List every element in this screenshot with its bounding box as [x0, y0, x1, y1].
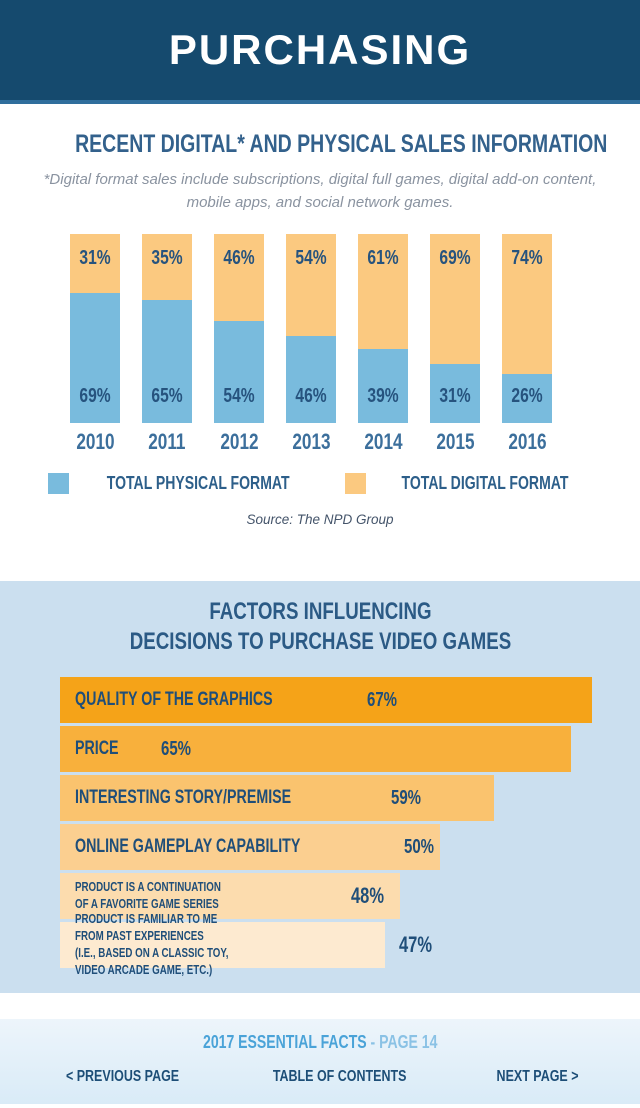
horizontal-bar-chart: QUALITY OF THE GRAPHICS 67% PRICE 65% IN… [60, 677, 592, 977]
physical-segment [142, 300, 192, 423]
physical-segment [286, 336, 336, 423]
factor-label: PRODUCT IS FAMILIAR TO ME FROM PAST EXPE… [75, 911, 229, 977]
footer-nav: < PREVIOUS PAGE TABLE OF CONTENTS NEXT P… [0, 1068, 640, 1086]
legend-label: TOTAL DIGITAL FORMAT [401, 473, 569, 493]
digital-segment [142, 234, 192, 301]
page-footer: 2017 ESSENTIAL FACTS - PAGE 14 < PREVIOU… [0, 1019, 640, 1104]
factor-bar-graphics: QUALITY OF THE GRAPHICS 67% [60, 677, 592, 723]
previous-page-link[interactable]: < PREVIOUS PAGE [65, 1068, 180, 1085]
year-label: 2015 [435, 429, 475, 454]
physical-swatch-icon [47, 473, 69, 494]
digital-segment [358, 234, 408, 350]
digital-value-label: 74% [511, 247, 543, 269]
physical-segment [70, 292, 120, 423]
physical-value-label: 46% [295, 385, 327, 407]
factor-bar-series-continuation: PRODUCT IS A CONTINUATION OF A FAVORITE G… [60, 873, 592, 919]
factor-label: QUALITY OF THE GRAPHICS [75, 689, 273, 710]
digital-segment [70, 234, 120, 293]
factor-value: 59% [391, 786, 422, 809]
sales-section: RECENT DIGITAL* AND PHYSICAL SALES INFOR… [0, 104, 640, 581]
digital-segment [430, 234, 480, 365]
sales-chart-subtitle: *Digital format sales include subscripti… [43, 171, 597, 211]
physical-value-label: 54% [223, 385, 255, 407]
legend-item-physical: TOTAL PHYSICAL FORMAT [47, 473, 315, 494]
digital-value-label: 35% [151, 247, 183, 269]
chart-source: Source: The NPD Group [246, 512, 394, 527]
physical-value-label: 31% [439, 385, 471, 407]
page-number: - PAGE 14 [366, 1032, 438, 1052]
physical-segment [502, 373, 552, 423]
year-label: 2011 [148, 429, 186, 454]
year-label: 2016 [507, 429, 547, 454]
page-header: PURCHASING [0, 0, 640, 104]
next-page-link[interactable]: NEXT PAGE > [496, 1068, 579, 1085]
table-of-contents-link[interactable]: TABLE OF CONTENTS [273, 1068, 407, 1085]
factor-bar-past-experiences: PRODUCT IS FAMILIAR TO ME FROM PAST EXPE… [60, 911, 592, 977]
digital-value-label: 61% [367, 247, 399, 269]
report-name: 2017 ESSENTIAL FACTS [202, 1032, 367, 1052]
factor-bar-online: ONLINE GAMEPLAY CAPABILITY 50% [60, 824, 592, 870]
digital-value-label: 54% [295, 247, 327, 269]
legend-item-digital: TOTAL DIGITAL FORMAT [345, 473, 592, 494]
chart-legend: TOTAL PHYSICAL FORMAT TOTAL DIGITAL FORM… [0, 473, 640, 494]
bar-column-2010: 31% 69% [70, 234, 120, 423]
bar-column-2012: 46% 54% [214, 234, 264, 423]
digital-swatch-icon [345, 473, 367, 494]
factor-value: 48% [351, 883, 385, 908]
bar-column-2014: 61% 39% [358, 234, 408, 423]
factor-value: 47% [398, 932, 432, 957]
digital-segment [286, 234, 336, 337]
digital-segment [502, 234, 552, 374]
digital-value-label: 31% [79, 247, 111, 269]
factor-value: 50% [403, 835, 434, 858]
factor-value: 67% [366, 688, 397, 711]
factor-label: PRODUCT IS A CONTINUATION OF A FAVORITE G… [75, 879, 221, 911]
factor-label: ONLINE GAMEPLAY CAPABILITY [75, 836, 301, 857]
section-divider [0, 993, 640, 1019]
factors-title: FACTORS INFLUENCING DECISIONS TO PURCHAS… [129, 598, 511, 655]
physical-value-label: 69% [79, 385, 111, 407]
physical-segment [214, 320, 264, 423]
sales-chart-title: RECENT DIGITAL* AND PHYSICAL SALES INFOR… [75, 130, 608, 158]
x-axis-labels: 2010 2011 2012 2013 2014 2015 2016 [70, 429, 552, 455]
digital-segment [214, 234, 264, 321]
factor-label: INTERESTING STORY/PREMISE [75, 787, 292, 808]
page-title: PURCHASING [168, 26, 472, 73]
factor-value: 65% [161, 737, 192, 760]
physical-segment [358, 349, 408, 423]
physical-value-label: 26% [511, 385, 543, 407]
physical-segment [430, 364, 480, 423]
year-label: 2014 [363, 429, 403, 454]
bar-column-2011: 35% 65% [142, 234, 192, 423]
stacked-bar-chart: 31% 69% 35% 65% 46% 54% 54% 46% 61% 39% [70, 234, 552, 423]
physical-value-label: 39% [367, 385, 399, 407]
legend-label: TOTAL PHYSICAL FORMAT [106, 473, 290, 493]
digital-value-label: 69% [439, 247, 471, 269]
report-page-indicator: 2017 ESSENTIAL FACTS - PAGE 14 [0, 1032, 640, 1053]
year-label: 2013 [291, 429, 331, 454]
physical-value-label: 65% [151, 385, 183, 407]
year-label: 2010 [75, 429, 115, 454]
factor-label: PRICE [75, 738, 119, 759]
bar-column-2015: 69% 31% [430, 234, 480, 423]
year-label: 2012 [219, 429, 259, 454]
factors-section: FACTORS INFLUENCING DECISIONS TO PURCHAS… [0, 581, 640, 993]
bar-column-2016: 74% 26% [502, 234, 552, 423]
factor-bar-story: INTERESTING STORY/PREMISE 59% [60, 775, 592, 821]
digital-value-label: 46% [223, 247, 255, 269]
factor-bar-price: PRICE 65% [60, 726, 592, 772]
bar-column-2013: 54% 46% [286, 234, 336, 423]
